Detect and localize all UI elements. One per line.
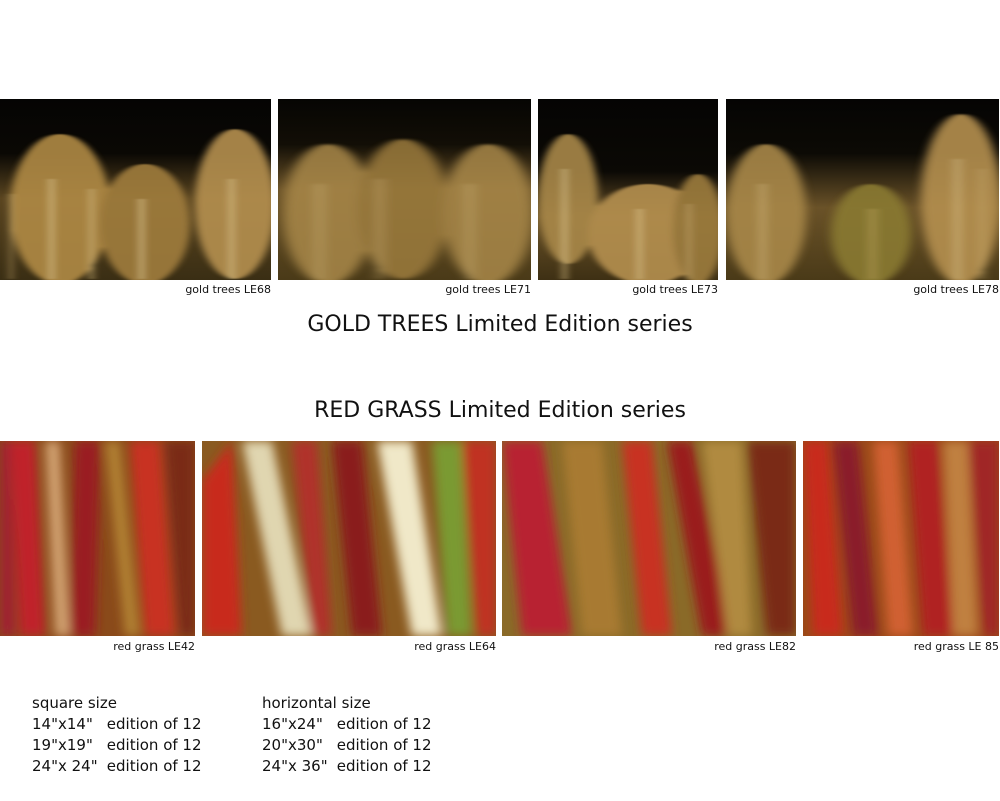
size-dimension: 16"x24" [262,715,323,733]
edition-count: edition of 12 [336,715,432,733]
red-grass-caption-le64: red grass LE64 [414,640,496,653]
horizontal-size-list: horizontal size 16"x24" edition of 12 20… [262,693,432,777]
square-size-list: square size 14"x14" edition of 12 19"x19… [32,693,202,777]
edition-count: edition of 12 [106,715,202,733]
horizontal-size-row: 20"x30" edition of 12 [262,735,432,756]
square-size-heading: square size [32,694,117,712]
gold-trees-photo-le73 [538,99,718,280]
horizontal-size-row: 16"x24" edition of 12 [262,714,432,735]
horizontal-size-heading: horizontal size [262,694,371,712]
red-grass-photo-le42 [0,441,195,636]
horizontal-size-row: 24"x 36" edition of 12 [262,756,432,777]
edition-count: edition of 12 [336,757,432,775]
red-grass-series-title: RED GRASS Limited Edition series [314,398,686,423]
square-size-row: 14"x14" edition of 12 [32,714,202,735]
square-size-row: 24"x 24" edition of 12 [32,756,202,777]
gold-trees-caption-le73: gold trees LE73 [632,283,718,296]
gold-trees-photo-le68 [0,99,271,280]
gold-trees-series-title: GOLD TREES Limited Edition series [307,312,693,337]
square-size-row: 19"x19" edition of 12 [32,735,202,756]
gold-trees-caption-le71: gold trees LE71 [445,283,531,296]
red-grass-photo-le85 [803,441,999,636]
size-dimension: 19"x19" [32,736,93,754]
red-grass-caption-le85: red grass LE 85 [913,640,999,653]
red-grass-caption-le42: red grass LE42 [113,640,195,653]
edition-count: edition of 12 [336,736,432,754]
red-grass-photo-le82 [502,441,796,636]
size-dimension: 24"x 24" [32,757,98,775]
gold-trees-caption-le78: gold trees LE78 [913,283,999,296]
size-dimension: 14"x14" [32,715,93,733]
red-grass-photo-le64 [202,441,496,636]
red-grass-caption-le82: red grass LE82 [714,640,796,653]
edition-count: edition of 12 [106,757,202,775]
size-dimension: 24"x 36" [262,757,328,775]
gold-trees-photo-le71 [278,99,531,280]
size-dimension: 20"x30" [262,736,323,754]
gold-trees-caption-le68: gold trees LE68 [185,283,271,296]
edition-count: edition of 12 [106,736,202,754]
gold-trees-photo-le78 [726,99,999,280]
